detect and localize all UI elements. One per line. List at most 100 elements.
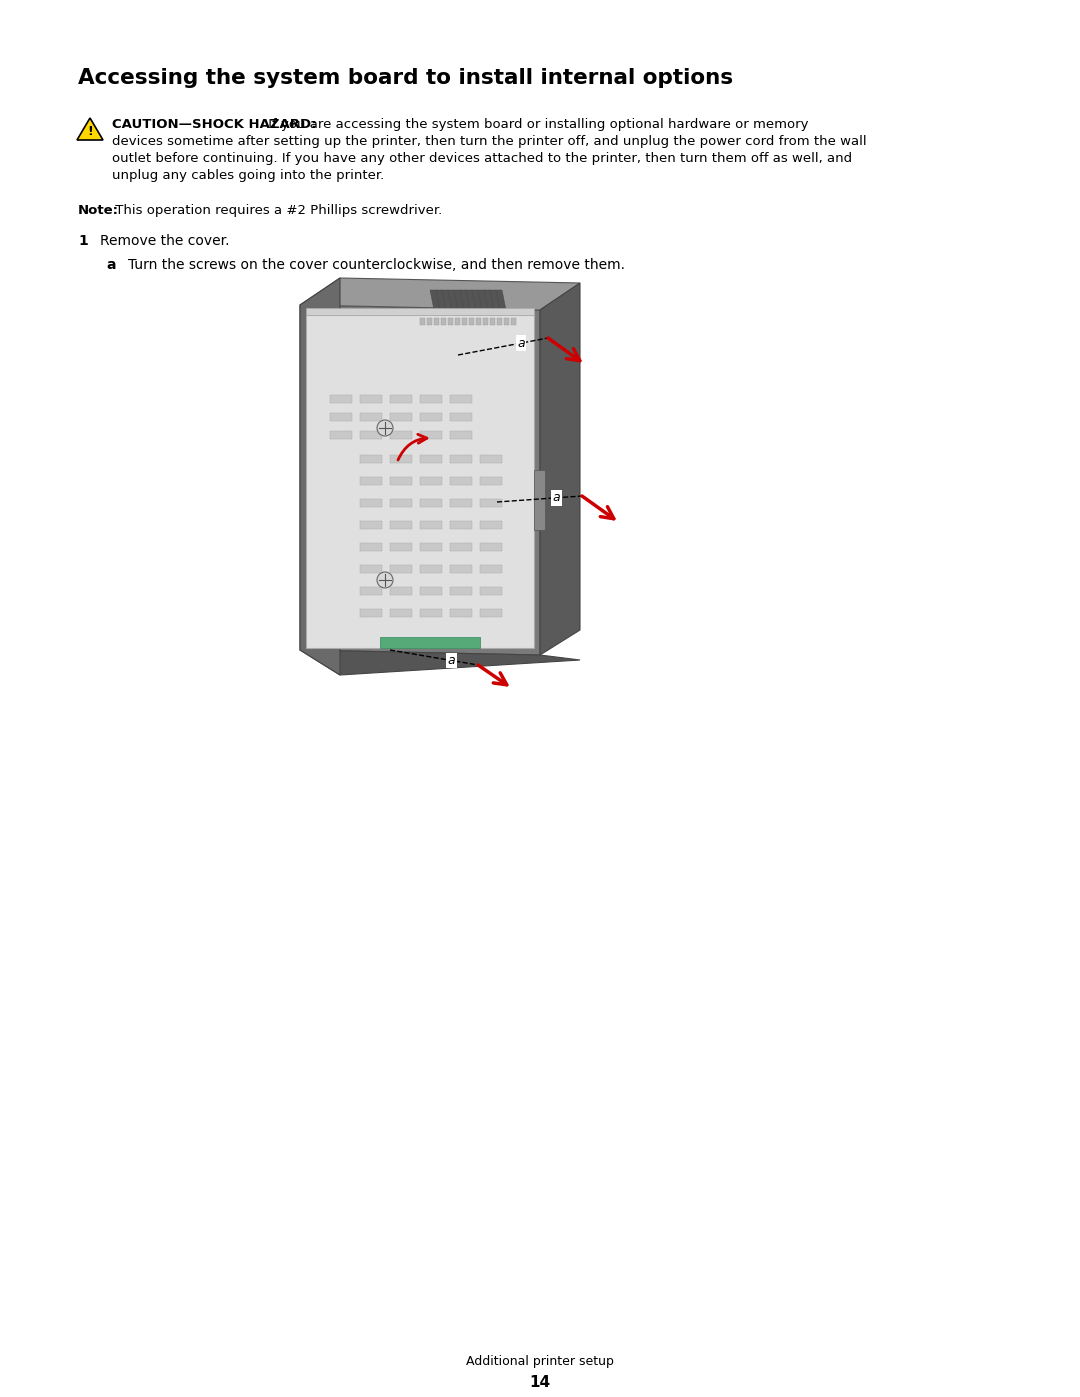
Circle shape: [377, 420, 393, 436]
Polygon shape: [420, 319, 426, 326]
Polygon shape: [306, 314, 534, 648]
Polygon shape: [306, 307, 534, 314]
Polygon shape: [450, 543, 472, 550]
Text: Additional printer setup: Additional printer setup: [467, 1355, 613, 1368]
Polygon shape: [450, 564, 472, 573]
Polygon shape: [455, 319, 460, 326]
Polygon shape: [300, 278, 580, 310]
Polygon shape: [450, 521, 472, 529]
Text: 1: 1: [78, 235, 87, 249]
Polygon shape: [390, 414, 411, 420]
Polygon shape: [441, 319, 446, 326]
Polygon shape: [496, 291, 507, 310]
Polygon shape: [480, 587, 502, 595]
Polygon shape: [478, 291, 488, 310]
Polygon shape: [390, 587, 411, 595]
Polygon shape: [420, 455, 442, 462]
Polygon shape: [480, 543, 502, 550]
Text: a: a: [448, 654, 456, 666]
Polygon shape: [472, 291, 482, 310]
Polygon shape: [476, 319, 481, 326]
Polygon shape: [380, 637, 480, 648]
Polygon shape: [390, 476, 411, 485]
Polygon shape: [390, 395, 411, 402]
Polygon shape: [434, 319, 438, 326]
Text: a: a: [106, 258, 116, 272]
Polygon shape: [480, 609, 502, 617]
Polygon shape: [390, 609, 411, 617]
Polygon shape: [390, 564, 411, 573]
Polygon shape: [450, 476, 472, 485]
Polygon shape: [420, 414, 442, 420]
Polygon shape: [450, 455, 472, 462]
Polygon shape: [420, 432, 442, 439]
Polygon shape: [390, 432, 411, 439]
Polygon shape: [320, 321, 400, 362]
Polygon shape: [450, 432, 472, 439]
Polygon shape: [420, 476, 442, 485]
Text: 14: 14: [529, 1375, 551, 1390]
Text: Turn the screws on the cover counterclockwise, and then remove them.: Turn the screws on the cover countercloc…: [129, 258, 625, 272]
Polygon shape: [450, 395, 472, 402]
Polygon shape: [484, 291, 494, 310]
Text: outlet before continuing. If you have any other devices attached to the printer,: outlet before continuing. If you have an…: [112, 152, 852, 165]
Polygon shape: [497, 319, 502, 326]
Polygon shape: [300, 278, 340, 675]
Polygon shape: [454, 291, 464, 310]
Polygon shape: [360, 414, 382, 420]
Polygon shape: [360, 564, 382, 573]
Polygon shape: [448, 319, 453, 326]
Polygon shape: [430, 291, 440, 310]
Polygon shape: [360, 499, 382, 507]
Polygon shape: [390, 521, 411, 529]
Polygon shape: [450, 414, 472, 420]
Polygon shape: [450, 587, 472, 595]
Polygon shape: [420, 564, 442, 573]
Polygon shape: [360, 609, 382, 617]
Text: This operation requires a #2 Phillips screwdriver.: This operation requires a #2 Phillips sc…: [111, 204, 442, 217]
Polygon shape: [490, 319, 495, 326]
Polygon shape: [77, 117, 103, 140]
Polygon shape: [442, 291, 453, 310]
Polygon shape: [308, 313, 410, 383]
Polygon shape: [504, 319, 509, 326]
Polygon shape: [480, 564, 502, 573]
Polygon shape: [480, 499, 502, 507]
Text: Note:: Note:: [78, 204, 119, 217]
Polygon shape: [360, 476, 382, 485]
Polygon shape: [540, 284, 580, 655]
Polygon shape: [330, 432, 352, 439]
Text: CAUTION—SHOCK HAZARD:: CAUTION—SHOCK HAZARD:: [112, 117, 316, 131]
Polygon shape: [420, 395, 442, 402]
Circle shape: [377, 571, 393, 588]
Polygon shape: [360, 455, 382, 462]
Polygon shape: [360, 432, 382, 439]
Polygon shape: [511, 319, 516, 326]
Polygon shape: [360, 587, 382, 595]
Polygon shape: [390, 543, 411, 550]
Polygon shape: [448, 291, 458, 310]
Polygon shape: [480, 476, 502, 485]
Polygon shape: [420, 521, 442, 529]
Polygon shape: [330, 395, 352, 402]
Polygon shape: [469, 319, 474, 326]
Polygon shape: [420, 499, 442, 507]
Polygon shape: [483, 319, 488, 326]
Text: Accessing the system board to install internal options: Accessing the system board to install in…: [78, 68, 733, 88]
Polygon shape: [534, 469, 545, 529]
Polygon shape: [420, 543, 442, 550]
Polygon shape: [390, 455, 411, 462]
Text: !: !: [87, 126, 93, 138]
Polygon shape: [460, 291, 470, 310]
Polygon shape: [360, 543, 382, 550]
Polygon shape: [300, 650, 580, 675]
Polygon shape: [427, 319, 432, 326]
Polygon shape: [420, 609, 442, 617]
Polygon shape: [360, 521, 382, 529]
Text: a: a: [517, 337, 525, 349]
Polygon shape: [490, 291, 500, 310]
Polygon shape: [390, 499, 411, 507]
Polygon shape: [436, 291, 446, 310]
Text: unplug any cables going into the printer.: unplug any cables going into the printer…: [112, 169, 384, 182]
Polygon shape: [480, 521, 502, 529]
